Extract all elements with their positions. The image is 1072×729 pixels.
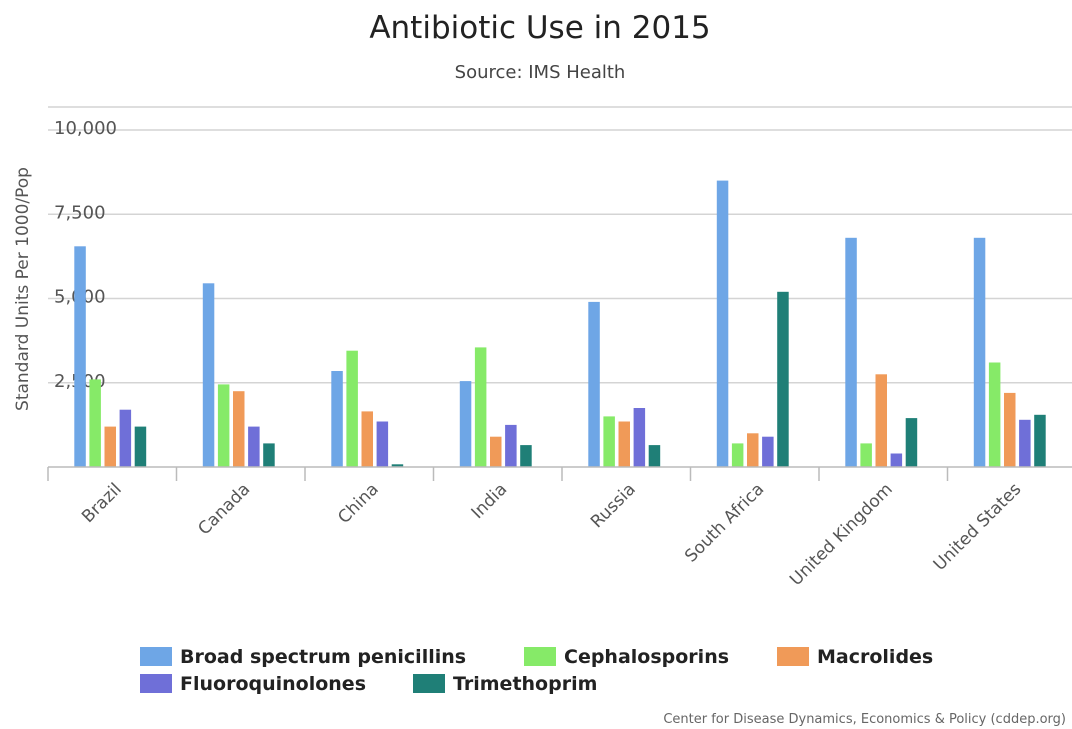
bar: [762, 436, 774, 467]
bar: [346, 350, 358, 467]
legend-label: Cephalosporins: [564, 646, 729, 668]
legend-swatch: [140, 647, 172, 666]
bar: [490, 436, 502, 467]
chart-credit: Center for Disease Dynamics, Economics &…: [663, 712, 1066, 727]
bar: [520, 445, 532, 467]
legend-label: Fluoroquinolones: [180, 673, 366, 695]
bar: [217, 384, 230, 467]
legend-label: Macrolides: [817, 646, 933, 668]
bar: [331, 371, 343, 467]
x-tick-label: India: [468, 479, 512, 523]
bar: [391, 464, 404, 467]
bar: [474, 347, 487, 467]
bar: [376, 421, 389, 467]
x-axis: Brazil Canada China India Russia South Africa…: [47, 466, 1072, 590]
bar: [134, 426, 147, 467]
bar: [648, 445, 661, 467]
gridlines: [48, 106, 1072, 384]
bar: [119, 409, 132, 467]
bar: [588, 301, 600, 467]
bar: [973, 237, 986, 467]
bar: [747, 433, 759, 467]
bar: [618, 421, 630, 467]
bar: [248, 426, 260, 467]
bar: [459, 381, 472, 467]
bar: [104, 426, 116, 467]
x-tick-label: Russia: [587, 479, 640, 532]
bar: [1034, 414, 1046, 467]
bars: [74, 180, 1046, 467]
bar: [361, 411, 373, 467]
bar: [74, 246, 86, 467]
bar: [905, 418, 918, 467]
x-tick-label: United States: [930, 479, 1026, 575]
x-tick-label: Brazil: [78, 479, 126, 527]
legend-swatch: [413, 674, 445, 693]
legend-swatch: [524, 647, 556, 666]
legend-label: Broad spectrum penicillins: [180, 646, 466, 668]
bar: [731, 443, 744, 467]
x-tick-label: United Kingdom: [786, 479, 897, 590]
x-tick-label: South Africa: [681, 479, 768, 566]
chart-title: Antibiotic Use in 2015: [369, 10, 710, 46]
bar: [777, 291, 789, 467]
x-tick-label: China: [334, 479, 382, 527]
bar: [233, 391, 245, 467]
bar: [202, 283, 215, 467]
bar: [890, 453, 903, 467]
bar: [603, 416, 615, 467]
bar: [505, 424, 517, 467]
bar: [263, 443, 275, 467]
legend-swatch: [140, 674, 172, 693]
bar: [1019, 419, 1031, 467]
legend: Broad spectrum penicillins Cephalosporins…: [140, 646, 933, 695]
bar: [860, 443, 872, 467]
bar: [988, 362, 1001, 467]
y-tick-label: 7,500: [54, 202, 106, 223]
legend-label: Trimethoprim: [453, 673, 597, 695]
bar: [633, 408, 646, 467]
legend-swatch: [777, 647, 809, 666]
chart-subtitle: Source: IMS Health: [455, 62, 626, 83]
y-tick-label: 10,000: [54, 118, 117, 139]
bar: [875, 374, 887, 467]
bar: [845, 237, 857, 467]
bar: [89, 379, 101, 467]
x-tick-label: Canada: [194, 479, 254, 539]
bar: [716, 180, 729, 467]
y-axis-label: Standard Units Per 1000/Pop: [13, 167, 33, 411]
bar: [1004, 392, 1016, 467]
